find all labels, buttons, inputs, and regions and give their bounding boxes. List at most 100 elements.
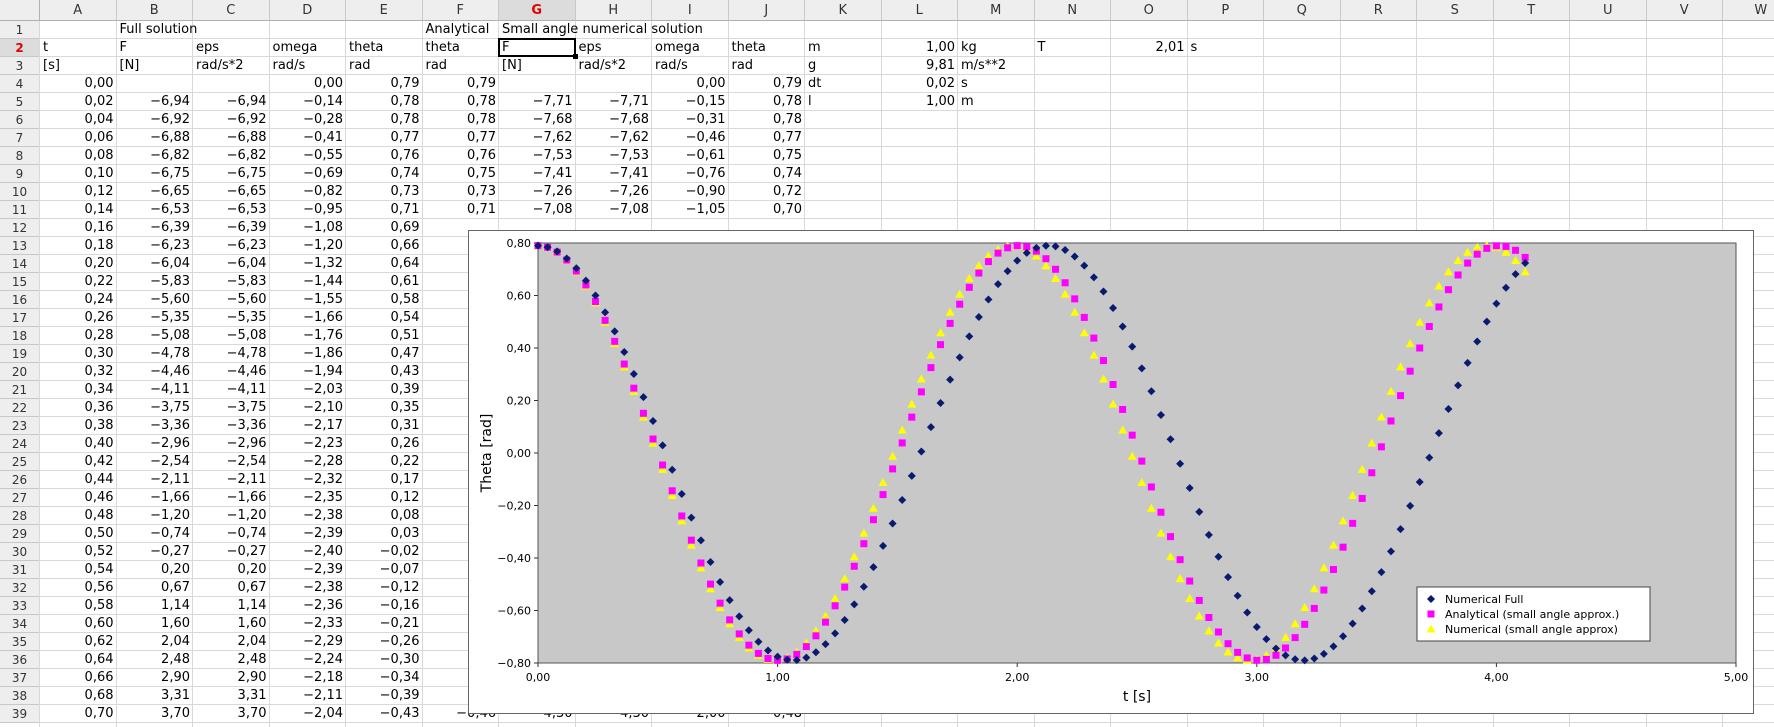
cell-b32[interactable]: 0,67: [161, 580, 190, 595]
cell-h7[interactable]: −7,62: [609, 130, 649, 145]
cell-e21[interactable]: 0,39: [390, 382, 420, 397]
cell-e23[interactable]: 0,31: [390, 418, 420, 433]
cell-d17[interactable]: −1,66: [303, 310, 343, 325]
cell-d31[interactable]: −2,39: [303, 562, 343, 577]
cell-i11[interactable]: −1,05: [685, 202, 726, 217]
cell-a5[interactable]: 0,02: [84, 94, 114, 109]
cell-d12[interactable]: −1,08: [303, 220, 343, 235]
row-header-2[interactable]: 2: [0, 39, 40, 57]
cell-f7[interactable]: 0,77: [467, 130, 496, 145]
cell-j8[interactable]: 0,75: [773, 148, 802, 163]
cell-l5[interactable]: 1,00: [926, 94, 955, 109]
cell-a10[interactable]: 0,12: [84, 184, 114, 199]
cell-a25[interactable]: 0,42: [84, 454, 114, 469]
row-header-35[interactable]: 35: [0, 633, 40, 651]
fill-handle[interactable]: [572, 54, 578, 59]
cell-c21[interactable]: −4,11: [226, 382, 267, 397]
cell-e7[interactable]: 0,77: [390, 130, 420, 145]
cell-e29[interactable]: 0,03: [390, 526, 420, 541]
cell-a8[interactable]: 0,08: [84, 148, 114, 163]
cell-c25[interactable]: −2,54: [226, 454, 267, 469]
row-header-10[interactable]: 10: [0, 183, 40, 201]
cell-d30[interactable]: −2,40: [303, 544, 343, 559]
cell-e26[interactable]: 0,17: [390, 472, 420, 487]
cell-c14[interactable]: −6,04: [226, 256, 267, 271]
column-header-b[interactable]: B: [116, 0, 193, 21]
cell-c18[interactable]: −5,08: [226, 328, 267, 343]
cell-g10[interactable]: −7,26: [532, 184, 573, 199]
column-header-u[interactable]: U: [1570, 0, 1647, 21]
cell-b12[interactable]: −6,39: [150, 220, 190, 235]
cell-d2[interactable]: omega: [272, 40, 318, 55]
cell-c7[interactable]: −6,88: [226, 130, 267, 145]
cell-c11[interactable]: −6,53: [226, 202, 267, 217]
cell-c17[interactable]: −5,35: [226, 310, 267, 325]
cell-e39[interactable]: −0,43: [379, 706, 420, 721]
cell-b38[interactable]: 3,31: [161, 688, 190, 703]
cell-o2[interactable]: 2,01: [1155, 40, 1185, 55]
cell-a13[interactable]: 0,18: [84, 238, 114, 253]
cell-c16[interactable]: −5,60: [226, 292, 267, 307]
row-header-37[interactable]: 37: [0, 669, 40, 687]
cell-e20[interactable]: 0,43: [390, 364, 420, 379]
cell-d13[interactable]: −1,20: [303, 238, 343, 253]
column-header-h[interactable]: H: [575, 0, 652, 21]
row-header-20[interactable]: 20: [0, 363, 40, 381]
cell-i8[interactable]: −0,61: [685, 148, 726, 163]
row-header-4[interactable]: 4: [0, 75, 40, 93]
cell-h2[interactable]: eps: [578, 40, 602, 55]
cell-a27[interactable]: 0,46: [84, 490, 114, 505]
cell-a9[interactable]: 0,10: [84, 166, 114, 181]
cell-c6[interactable]: −6,92: [226, 112, 267, 127]
cell-i6[interactable]: −0,31: [685, 112, 726, 127]
row-header-26[interactable]: 26: [0, 471, 40, 489]
cell-h6[interactable]: −7,68: [609, 112, 649, 127]
cell-e17[interactable]: 0,54: [390, 310, 420, 325]
row-header-33[interactable]: 33: [0, 597, 40, 615]
row-header-29[interactable]: 29: [0, 525, 40, 543]
cell-h3[interactable]: rad/s*2: [578, 58, 627, 73]
cell-h11[interactable]: −7,08: [609, 202, 649, 217]
row-header-39[interactable]: 39: [0, 705, 40, 723]
column-header-f[interactable]: F: [422, 0, 499, 21]
cell-f5[interactable]: 0,78: [467, 94, 496, 109]
cell-c22[interactable]: −3,75: [226, 400, 267, 415]
cell-i7[interactable]: −0,46: [685, 130, 726, 145]
cell-d33[interactable]: −2,36: [303, 598, 343, 613]
cell-d6[interactable]: −0,28: [303, 112, 343, 127]
row-header-7[interactable]: 7: [0, 129, 40, 147]
row-header-31[interactable]: 31: [0, 561, 40, 579]
cell-a20[interactable]: 0,32: [84, 364, 114, 379]
column-header-r[interactable]: R: [1340, 0, 1417, 21]
row-header-32[interactable]: 32: [0, 579, 40, 597]
cell-d11[interactable]: −0,95: [303, 202, 343, 217]
cell-i9[interactable]: −0,76: [685, 166, 726, 181]
column-header-m[interactable]: M: [958, 0, 1035, 21]
cell-g3[interactable]: [N]: [502, 58, 522, 73]
row-header-14[interactable]: 14: [0, 255, 40, 273]
cell-a24[interactable]: 0,40: [84, 436, 114, 451]
column-header-a[interactable]: A: [40, 0, 117, 21]
cell-a34[interactable]: 0,60: [84, 616, 114, 631]
cell-b39[interactable]: 3,70: [161, 706, 190, 721]
cell-c30[interactable]: −0,27: [226, 544, 267, 559]
cell-a4[interactable]: 0,00: [84, 76, 114, 91]
cell-b19[interactable]: −4,78: [150, 346, 190, 361]
cell-d4[interactable]: 0,00: [314, 76, 343, 91]
cell-f9[interactable]: 0,75: [467, 166, 496, 181]
column-header-e[interactable]: E: [346, 0, 423, 21]
row-header-24[interactable]: 24: [0, 435, 40, 453]
cell-k3[interactable]: g: [808, 58, 817, 73]
row-header-19[interactable]: 19: [0, 345, 40, 363]
cell-f2[interactable]: theta: [425, 40, 460, 55]
cell-b33[interactable]: 1,14: [161, 598, 190, 613]
column-header-k[interactable]: K: [805, 0, 882, 21]
cell-i10[interactable]: −0,90: [685, 184, 726, 199]
cell-d22[interactable]: −2,10: [303, 400, 343, 415]
column-header-t[interactable]: T: [1493, 0, 1570, 21]
column-header-i[interactable]: I: [652, 0, 729, 21]
cell-e30[interactable]: −0,02: [379, 544, 420, 559]
cell-b30[interactable]: −0,27: [150, 544, 190, 559]
cell-a14[interactable]: 0,20: [84, 256, 114, 271]
row-header-28[interactable]: 28: [0, 507, 40, 525]
